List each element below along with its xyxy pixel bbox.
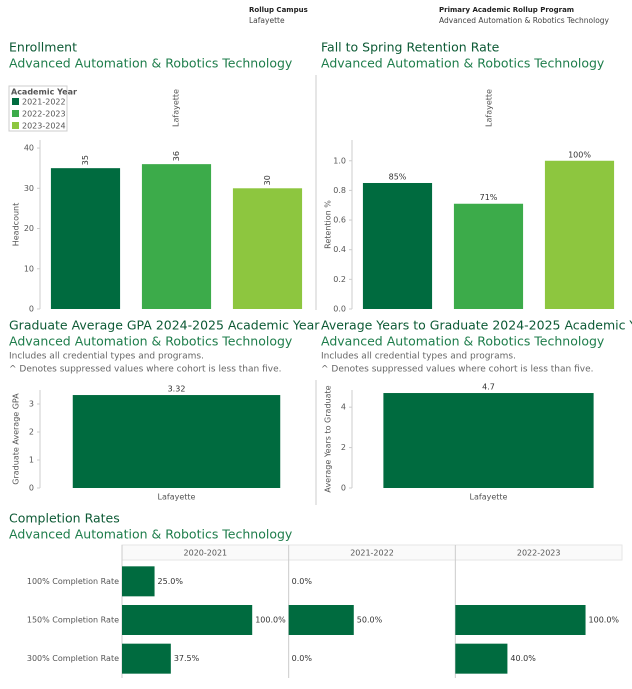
panel-header: 2022-2023 [517, 549, 561, 558]
y-axis-label: Headcount [12, 203, 21, 247]
bar [383, 393, 594, 488]
y-tick-label: 0 [29, 484, 34, 493]
y-tick-label: 1 [29, 456, 34, 465]
y-tick-label: 0.6 [333, 216, 346, 225]
value-label: 0.0% [292, 654, 313, 663]
y-tick-label: 0.8 [333, 186, 346, 195]
value-label: 25.0% [158, 577, 184, 586]
note: ^ Denotes suppressed values where cohort… [9, 365, 281, 375]
bar [362, 182, 433, 309]
y-tick-label: 0 [29, 305, 34, 314]
x-tick-label: Lafayette [158, 493, 196, 502]
y-tick-label: 10 [24, 264, 34, 273]
bar [288, 605, 354, 635]
bar [141, 164, 212, 309]
value-label: 71% [480, 193, 498, 202]
chart-title: Average Years to Graduate 2024-2025 Acad… [321, 318, 632, 333]
chart-subtitle: Advanced Automation & Robotics Technolog… [321, 56, 605, 71]
column-header: Lafayette [172, 89, 181, 127]
value-label: 35 [81, 155, 90, 165]
bar [455, 643, 508, 674]
filter-value: Advanced Automation & Robotics Technolog… [439, 16, 610, 25]
note: ^ Denotes suppressed values where cohort… [321, 365, 593, 375]
y-tick-label: 1.0 [333, 156, 346, 165]
bar [122, 605, 253, 635]
chart-title: Completion Rates [9, 511, 120, 526]
y-tick-label: 0.2 [333, 275, 346, 284]
value-label: 100.0% [255, 616, 286, 625]
column-header: Lafayette [485, 89, 494, 127]
note: Includes all credential types and progra… [9, 352, 204, 362]
value-label: 3.32 [168, 385, 186, 394]
note: Includes all credential types and progra… [321, 352, 516, 362]
y-axis-label: Average Years to Graduate [324, 385, 333, 492]
legend-label: 2021-2022 [22, 98, 66, 107]
legend-label: 2022-2023 [22, 110, 66, 119]
legend-title: Academic Year [11, 88, 77, 97]
bar [544, 160, 615, 309]
y-axis-label: Retention % [324, 200, 333, 249]
y-tick-label: 2 [29, 428, 34, 437]
y-tick-label: 4 [341, 403, 346, 412]
value-label: 0.0% [292, 577, 313, 586]
y-axis-label: Graduate Average GPA [12, 393, 21, 485]
y-tick-label: 0.4 [333, 245, 346, 254]
value-label: 40.0% [510, 654, 536, 663]
panel-header: 2020-2021 [184, 549, 228, 558]
value-label: 50.0% [357, 616, 383, 625]
chart-title: Fall to Spring Retention Rate [321, 40, 500, 55]
row-label: 300% Completion Rate [27, 654, 119, 663]
chart-title: Enrollment [9, 40, 77, 55]
filter-label: Primary Academic Rollup Program [439, 6, 574, 14]
legend-swatch [12, 110, 19, 117]
value-label: 36 [172, 151, 181, 161]
y-tick-label: 30 [24, 184, 34, 193]
bar [50, 168, 121, 309]
y-tick-label: 40 [24, 144, 34, 153]
chart-title: Graduate Average GPA 2024-2025 Academic … [9, 318, 320, 333]
filter-value: Lafayette [249, 16, 285, 25]
legend-swatch [12, 122, 19, 129]
row-label: 150% Completion Rate [27, 616, 119, 625]
panel-header: 2021-2022 [350, 549, 394, 558]
chart-subtitle: Advanced Automation & Robotics Technolog… [9, 527, 293, 542]
bar [72, 395, 281, 488]
y-tick-label: 2 [341, 443, 346, 452]
chart-subtitle: Advanced Automation & Robotics Technolog… [9, 56, 293, 71]
bar [455, 605, 586, 635]
x-tick-label: Lafayette [470, 493, 508, 502]
value-label: 30 [263, 175, 272, 185]
value-label: 100% [568, 150, 591, 159]
value-label: 37.5% [174, 654, 200, 663]
row-label: 100% Completion Rate [27, 577, 119, 586]
bar [122, 566, 155, 597]
y-tick-label: 20 [24, 224, 34, 233]
bar [453, 203, 524, 309]
bar [232, 188, 303, 309]
legend-label: 2023-2024 [22, 122, 66, 131]
legend-swatch [12, 98, 19, 105]
value-label: 100.0% [589, 616, 620, 625]
bar [122, 643, 171, 674]
y-tick-label: 0 [341, 484, 346, 493]
chart-subtitle: Advanced Automation & Robotics Technolog… [321, 334, 605, 349]
value-label: 4.7 [482, 383, 495, 392]
filter-label: Rollup Campus [249, 6, 308, 14]
y-tick-label: 3 [29, 400, 34, 409]
value-label: 85% [389, 172, 407, 181]
chart-subtitle: Advanced Automation & Robotics Technolog… [9, 334, 293, 349]
y-tick-label: 0.0 [333, 305, 346, 314]
